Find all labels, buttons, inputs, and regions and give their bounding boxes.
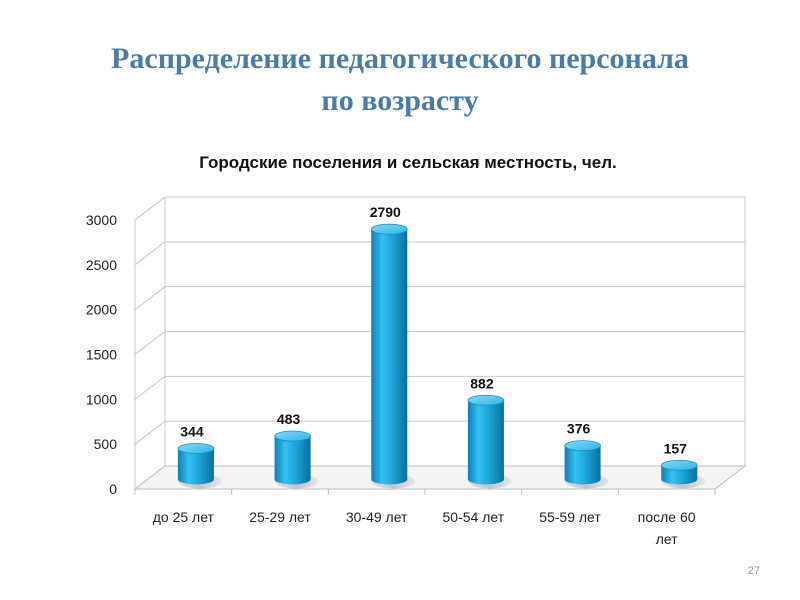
gridline-side xyxy=(134,196,166,221)
y-tick-label: 0 xyxy=(109,481,117,497)
bar-cap xyxy=(467,394,505,406)
data-label: 2790 xyxy=(370,204,401,220)
data-label: 882 xyxy=(470,375,494,391)
x-category-label: 30-49 лет xyxy=(346,509,408,525)
slide-number: 27 xyxy=(747,565,760,577)
bar-cap xyxy=(274,430,312,442)
bar xyxy=(564,440,609,489)
slide-title-line-1: Распределение педагогического персонала xyxy=(111,42,689,75)
x-category-label: 50-54 лет xyxy=(443,509,505,525)
data-label: 344 xyxy=(180,423,204,439)
y-tick-label: 2000 xyxy=(86,302,117,318)
slide-title-line-2: по возрасту xyxy=(321,84,479,117)
bar-cap xyxy=(660,459,698,471)
bar-body xyxy=(177,448,214,485)
bar xyxy=(660,459,706,489)
bar xyxy=(177,443,222,489)
chart-floor xyxy=(133,465,747,490)
bar-cap xyxy=(370,223,408,235)
bar xyxy=(467,394,512,489)
y-tick-label: 1000 xyxy=(86,391,117,407)
data-label: 157 xyxy=(664,440,688,456)
x-category-label: после 60 xyxy=(638,509,696,525)
y-tick-label: 1500 xyxy=(86,347,117,363)
bar-body xyxy=(564,445,601,485)
chart-plot-area: 0 500 1000 1500 2000 2500 3000 344 483 2790 882 376… xyxy=(86,195,747,547)
data-label: 376 xyxy=(567,421,591,437)
bar-cap xyxy=(564,440,601,452)
gridline-side xyxy=(134,420,166,445)
y-tick-label: 500 xyxy=(94,436,118,452)
x-category-label: 25-29 лет xyxy=(249,509,311,525)
x-category-label: лет xyxy=(656,531,678,547)
data-label: 483 xyxy=(277,411,301,427)
bar-body xyxy=(371,229,408,485)
bar-body xyxy=(467,400,504,485)
gridline-side xyxy=(134,241,166,266)
x-category-label: до 25 лет xyxy=(153,509,215,525)
slide-title: Распределение педагогического персонала … xyxy=(0,38,800,122)
x-category-label: 55-59 лет xyxy=(539,509,601,525)
gridline-side xyxy=(134,375,166,400)
bar-cap xyxy=(177,443,215,454)
bar-body xyxy=(661,465,698,485)
bar-body xyxy=(274,436,311,485)
bar xyxy=(274,430,319,489)
gridline-side xyxy=(134,331,166,355)
chart-title: Городские поселения и сельская местность… xyxy=(199,153,617,172)
bar xyxy=(370,223,416,489)
y-tick-label: 2500 xyxy=(86,257,117,273)
y-tick-label: 3000 xyxy=(86,212,117,228)
gridline-side xyxy=(134,286,166,311)
